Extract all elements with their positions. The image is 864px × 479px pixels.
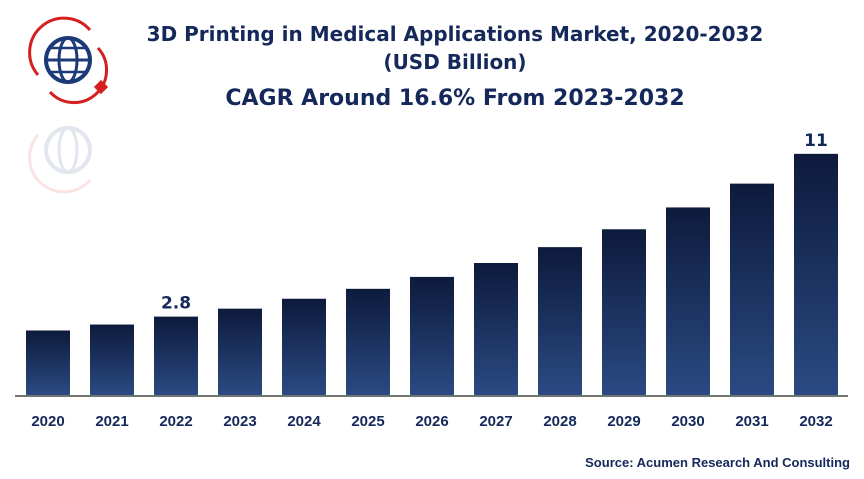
x-tick-label: 2026 [415, 413, 448, 430]
x-tick-label: 2032 [799, 413, 832, 430]
bar-2022 [154, 316, 198, 395]
cagr-annotation: CAGR Around 16.6% From 2023-2032 [225, 86, 685, 111]
x-tick-label: 2029 [607, 413, 640, 430]
bar-2027 [474, 263, 518, 395]
bar-2028 [538, 247, 582, 395]
bar-2020 [26, 330, 70, 395]
x-tick-label: 2028 [543, 413, 576, 430]
x-tick-label: 2021 [95, 413, 128, 430]
x-tick-label: 2027 [479, 413, 512, 430]
data-label-2032: 11 [804, 131, 828, 151]
bar-2029 [602, 229, 646, 395]
bar-2021 [90, 324, 134, 395]
x-tick-label: 2022 [159, 413, 192, 430]
bar-2030 [666, 207, 710, 395]
chart-subtitle: (USD Billion) [383, 50, 527, 74]
chart-title: 3D Printing in Medical Applications Mark… [146, 22, 764, 46]
x-tick-label: 2031 [735, 413, 768, 430]
bar-2025 [346, 288, 390, 395]
bar-2024 [282, 298, 326, 395]
x-tick-label: 2030 [671, 413, 704, 430]
x-tick-label: 2025 [351, 413, 384, 430]
bar-2031 [730, 183, 774, 395]
globe-logo-icon [28, 16, 109, 194]
bar-2023 [218, 308, 262, 395]
bar-2026 [410, 276, 454, 395]
x-tick-label: 2024 [287, 413, 321, 430]
source-note: Source: Acumen Research And Consulting [585, 455, 850, 470]
x-tick-label: 2020 [31, 413, 64, 430]
x-tick-label: 2023 [223, 413, 256, 430]
data-label-2022: 2.8 [161, 294, 191, 314]
bar-2032 [794, 153, 838, 395]
